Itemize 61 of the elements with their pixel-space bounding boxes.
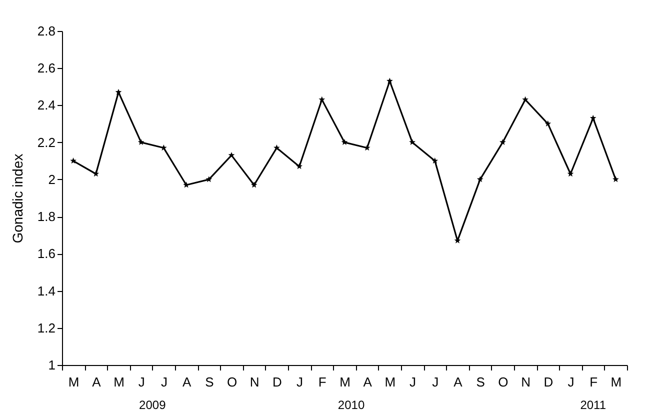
text: 2010	[338, 398, 365, 412]
point	[250, 182, 258, 188]
y-tick-label: 2.2	[37, 134, 56, 150]
x-tick-label: J	[410, 374, 416, 390]
x-tick-label: N	[250, 374, 260, 390]
x-tick-label: M	[340, 374, 350, 390]
x-tick-label: M	[68, 374, 80, 390]
y-tick-label: 1.8	[37, 209, 56, 224]
point	[544, 120, 552, 126]
point	[522, 96, 528, 102]
y-tick-label: 1	[48, 358, 56, 372]
y-tick-label: 2.8	[37, 24, 56, 38]
text: 2009	[139, 398, 166, 412]
y-axis-title: Gonadic index	[9, 154, 26, 244]
y-tick-label: 1.6	[37, 246, 56, 262]
x-tick-label: N	[521, 374, 530, 390]
x-tick-label: D	[544, 374, 554, 390]
point	[274, 144, 280, 151]
y-tick-label: 2.6	[37, 60, 56, 76]
point	[228, 152, 235, 158]
y-tick-label: 1.4	[37, 283, 56, 298]
x-tick-label: M	[610, 374, 622, 390]
x-tick-label: A	[363, 374, 372, 390]
y-tick-label: 1.2	[37, 320, 56, 336]
x-tick-label: J	[160, 374, 168, 390]
point	[70, 158, 76, 164]
point	[590, 114, 596, 121]
y-tick-label: 2	[48, 172, 56, 187]
x-tick-label: F	[318, 374, 326, 390]
point	[296, 163, 302, 170]
x-tick-label: S	[476, 374, 486, 390]
x-tick-label: A	[454, 374, 463, 390]
point	[612, 176, 619, 182]
point	[92, 170, 100, 177]
point	[432, 158, 438, 164]
x-tick-label: J	[432, 374, 439, 390]
y-tick-label: 2.4	[37, 98, 56, 113]
x-tick-label: S	[205, 374, 214, 390]
x-tick-label: O	[226, 374, 238, 390]
x-tick-label: A	[182, 374, 192, 390]
x-tick-label: D	[272, 374, 282, 390]
x-tick-label: J	[138, 374, 145, 390]
point	[567, 170, 574, 177]
point	[454, 237, 461, 244]
x-tick-label: M	[384, 374, 396, 390]
x-tick-label: J	[568, 374, 574, 390]
text: 2011	[580, 398, 606, 412]
point	[318, 96, 326, 102]
point	[476, 176, 484, 182]
x-tick-label: M	[114, 374, 124, 390]
point	[409, 138, 416, 146]
x-tick-label: J	[296, 374, 304, 390]
point	[500, 138, 506, 146]
x-tick-label: A	[92, 374, 102, 390]
point	[138, 138, 144, 146]
x-tick-label: O	[498, 374, 508, 390]
point	[115, 88, 122, 95]
point	[386, 78, 393, 84]
point	[206, 176, 212, 182]
x-tick-label: F	[590, 374, 598, 390]
point	[341, 138, 348, 146]
